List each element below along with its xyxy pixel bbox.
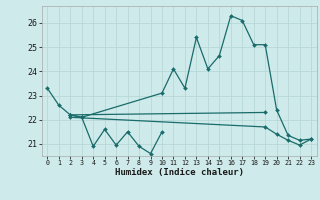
X-axis label: Humidex (Indice chaleur): Humidex (Indice chaleur) bbox=[115, 168, 244, 177]
